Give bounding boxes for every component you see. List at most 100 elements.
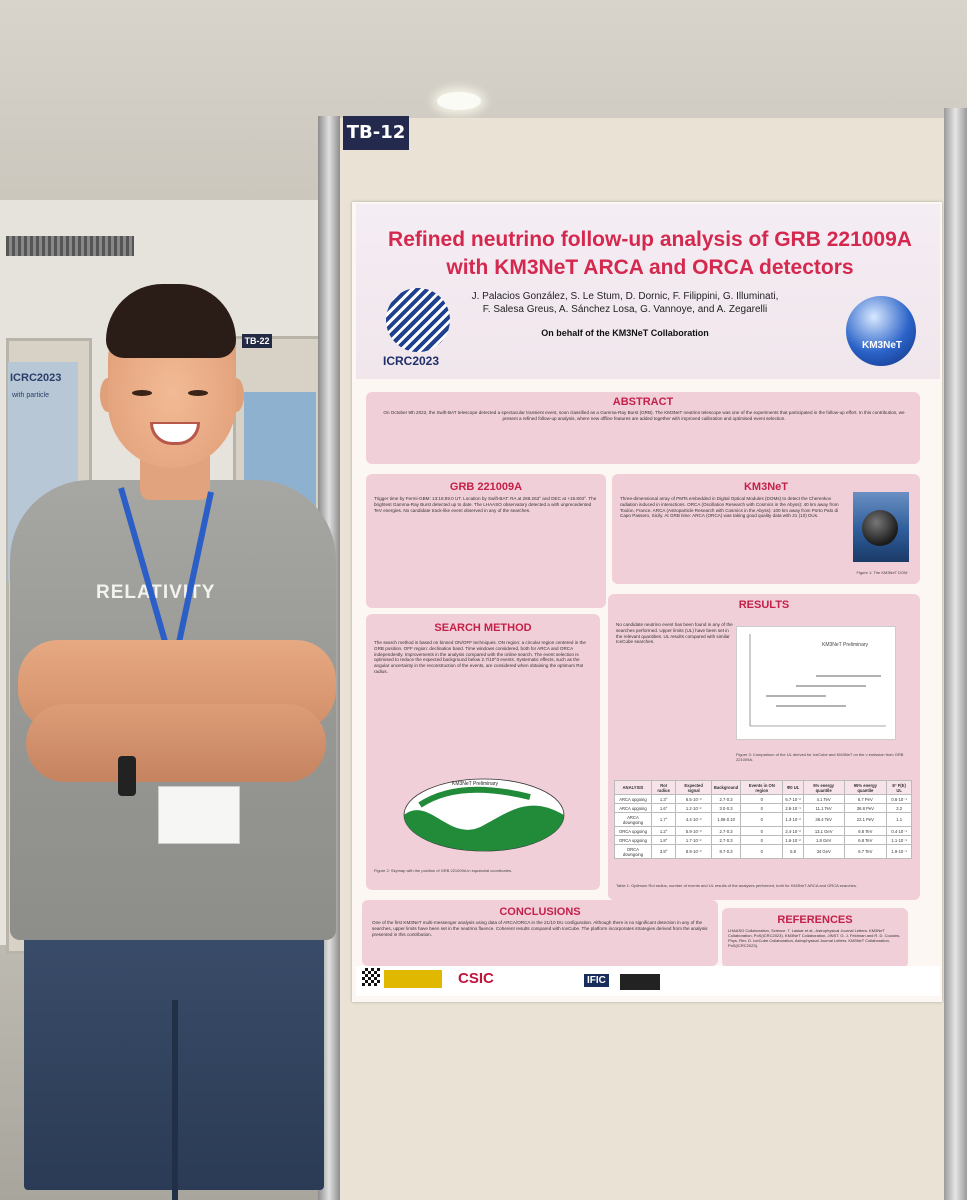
- table-cell: 1.6°: [650, 803, 677, 813]
- skymap-band: [404, 805, 564, 851]
- table-cell: 2.7·0.3: [710, 794, 742, 804]
- icrc-logo-text: ICRC2023: [383, 354, 440, 368]
- table-cell: 6.7·10⁻²: [782, 794, 804, 804]
- table-cell: 1.6·10⁻²: [782, 835, 804, 845]
- table-cell: 2.2: [886, 803, 912, 813]
- skymap-caption: Figure 2: Skymap with the position of GR…: [374, 868, 513, 873]
- table-cell: 4.1 TeV: [802, 794, 845, 804]
- icrc-logo-icon: [386, 288, 450, 352]
- conclusions-section: [362, 900, 718, 966]
- table-cell: 8.9·10⁻³: [675, 844, 712, 859]
- search-method-title: SEARCH METHOD: [434, 622, 532, 634]
- grb-section: [366, 474, 606, 608]
- skymap-label: KM3NeT Preliminary: [452, 781, 499, 787]
- table-cell: 5.9·10⁻³: [675, 826, 712, 836]
- table-cell: 0: [740, 794, 784, 804]
- poster-title: Refined neutrino follow-up analysis of G…: [372, 226, 928, 282]
- air-vent: [6, 236, 134, 256]
- table-cell: ORCA downgoing: [614, 844, 652, 859]
- results-table: ANALYSIS RoI radius Expected signal Backgro…: [614, 780, 912, 859]
- table-cell: 0: [740, 812, 784, 827]
- poster-title-line2: with KM3NeT ARCA and ORCA detectors: [446, 256, 854, 279]
- references-title: REFERENCES: [777, 914, 853, 926]
- table-cell: 0: [740, 835, 784, 845]
- upper-limit-plot-frame: [736, 626, 896, 740]
- table-cell: 6.7 TeV: [843, 844, 888, 859]
- table-row: ARCA upgoing 1.6° 1.2·10⁻² 3.0·0.3 0 2.6·10⁻¹…: [614, 803, 912, 813]
- csic-logo: CSIC: [458, 970, 494, 987]
- table-header-cell: 95% energy quantile: [843, 780, 888, 795]
- table-cell: 1.7·10⁻²: [675, 835, 712, 845]
- table-cell: 36.4 TeV: [802, 812, 845, 827]
- table-cell: 3.8°: [650, 844, 677, 859]
- km3net-logo-text: KM3NeT: [861, 340, 902, 351]
- table-cell: 1.2·10⁻²: [675, 803, 712, 813]
- table-cell: 0: [740, 803, 784, 813]
- table-row: ARCA upgoing 1.3° 6.5·10⁻³ 2.7·0.3 0 6.7·10⁻²…: [614, 794, 912, 804]
- background-poster-title: ICRC2023: [10, 372, 62, 384]
- table-cell: ORCA upgoing: [614, 826, 652, 836]
- upper-limit-plot: KM3NeT Preliminary: [749, 634, 886, 727]
- table-cell: 0.6·10⁻¹: [886, 794, 912, 804]
- person-eye-left: [132, 390, 152, 396]
- name-badge: [158, 786, 240, 844]
- table-row: ORCA upgoing 1.2° 5.9·10⁻³ 2.7·0.3 0 2.4·10⁻²…: [614, 826, 912, 836]
- poster-header: [356, 204, 940, 379]
- background-poster-subtitle: with particle: [12, 392, 49, 399]
- table-cell: 13.1 GeV: [802, 826, 845, 836]
- table-header-cell: 5% energy quantile: [802, 780, 845, 795]
- person-hair: [106, 284, 236, 358]
- table-cell: 1.2°: [650, 826, 677, 836]
- table-cell: 0.4·10⁻¹: [886, 826, 912, 836]
- km3net-text: Three-dimensional array of PMTs embedded…: [620, 496, 839, 519]
- ceiling-light: [437, 92, 481, 110]
- table-header-row: ANALYSIS RoI radius Expected signal Backgro…: [614, 780, 912, 795]
- table-cell: 5.8: [782, 844, 804, 859]
- abstract-title: ABSTRACT: [612, 396, 674, 408]
- conclusions-title: CONCLUSIONS: [499, 906, 581, 918]
- dom-sphere-icon: [862, 510, 898, 546]
- table-cell: 2.4·10⁻²: [782, 826, 804, 836]
- table-body: ARCA upgoing 1.3° 6.5·10⁻³ 2.7·0.3 0 6.7·10⁻²…: [614, 794, 912, 859]
- table-cell: 6.8 TeV: [843, 826, 888, 836]
- references-section: [722, 908, 908, 968]
- table-cell: 0: [740, 826, 784, 836]
- table-caption: Table 1: Optimum RoI radius, number of e…: [616, 883, 858, 888]
- table-cell: 22.1 PeV: [843, 812, 888, 827]
- qr-code-icon: [362, 968, 380, 986]
- skymap-band-top: [418, 786, 531, 808]
- table-cell: 3.0·0.3: [710, 803, 742, 813]
- grb-text: Trigger time by Fermi-GBM: 13:16:59.0 UT…: [374, 496, 597, 513]
- person-arm-lower: [26, 704, 326, 782]
- table-cell: 11.1 TeV: [802, 803, 845, 813]
- poster-title-line1: Refined neutrino follow-up analysis of G…: [388, 228, 912, 251]
- watch-icon: [118, 756, 136, 796]
- funding-logo-icon: [384, 970, 442, 988]
- table-cell: 36.8 PeV: [843, 803, 888, 813]
- table-cell: ORCA upgoing: [614, 835, 652, 845]
- shorts-seam: [172, 1000, 178, 1200]
- table-cell: 1.06·0.10: [710, 812, 742, 827]
- grb-title: GRB 221009A: [449, 481, 523, 493]
- table-header-cell: E² F(E) UL: [886, 780, 912, 795]
- table-cell: ARCA downgoing: [614, 812, 652, 827]
- table-row: ARCA downgoing 1.7° 4.4·10⁻³ 1.06·0.10 0 1.3·…: [614, 812, 912, 827]
- table-cell: ARCA upgoing: [614, 794, 652, 804]
- table-header-cell: Φ0 UL: [782, 780, 804, 795]
- table-cell: 6.7 PeV: [843, 794, 888, 804]
- table-cell: 1.8 GeV: [802, 835, 845, 845]
- table-cell: 1.3°: [650, 794, 677, 804]
- board-tag: TB-12: [343, 116, 409, 150]
- partner-logo-icon: [620, 974, 660, 990]
- abstract-section: [366, 392, 920, 464]
- table-header-cell: RoI radius: [650, 780, 677, 795]
- table-row: ORCA upgoing 1.8° 1.7·10⁻² 2.7·0.3 0 1.6·10⁻²…: [614, 835, 912, 845]
- upper-limit-plot-caption: Figure 3: Comparison of the UL derived f…: [736, 752, 904, 762]
- table-header-cell: Events in ON region: [740, 780, 784, 795]
- search-method-text: The search method is based on binned ON/…: [374, 640, 586, 674]
- dom-photo-caption: Figure 1: The KM3NeT DOM: [856, 570, 908, 575]
- results-title: RESULTS: [738, 599, 790, 611]
- table-cell: 1.7°: [650, 812, 677, 827]
- table-cell: 1.9·10⁻¹: [886, 844, 912, 859]
- table-header-cell: ANALYSIS: [614, 780, 652, 795]
